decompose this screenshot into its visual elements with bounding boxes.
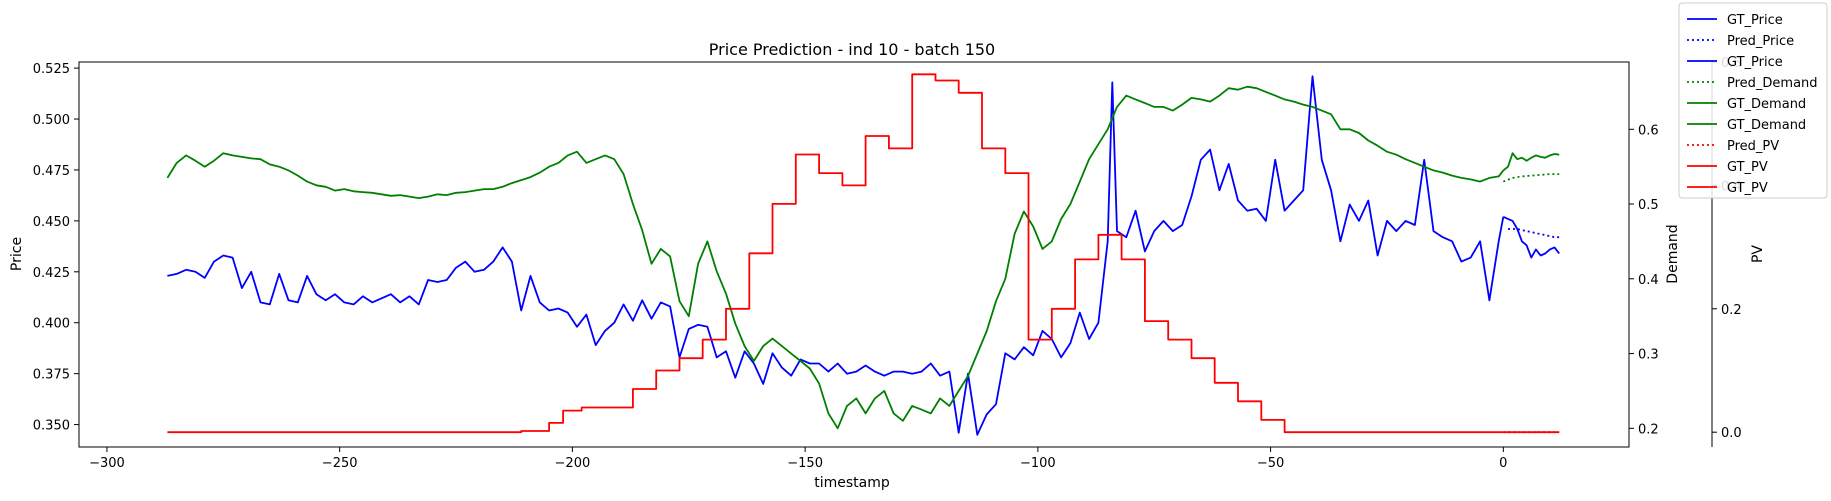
gt-price-line <box>167 75 1505 436</box>
price-tick-label: 0.400 <box>33 317 70 332</box>
x-tick-label: −150 <box>787 456 823 471</box>
gt-demand-line <box>1502 152 1560 172</box>
gt-price-line <box>1502 215 1560 259</box>
demand-tick-label: 0.5 <box>1638 198 1659 213</box>
y-axis-label-price: Price <box>9 237 25 271</box>
legend: GT_Price Pred_Price GT_Price Pred_Demand GT_… <box>1678 2 1828 199</box>
pv-tick-label: 0.0 <box>1721 426 1742 441</box>
axis-layer: −300 −250 −200 −150 −100 −50 0 0.350 0.375 0.400 0… <box>33 56 1742 471</box>
pred-price-line <box>1508 228 1560 239</box>
x-tick-label: −50 <box>1257 456 1284 471</box>
legend-label: GT_Demand <box>1727 97 1806 112</box>
x-tick-label: −300 <box>89 456 125 471</box>
price-tick-label: 0.450 <box>33 215 70 230</box>
legend-box <box>1678 2 1828 199</box>
x-tick-label: −100 <box>1020 456 1056 471</box>
x-tick-label: 0 <box>1499 456 1507 471</box>
legend-label: GT_PV <box>1727 181 1768 196</box>
legend-label: GT_Demand <box>1727 118 1806 133</box>
price-tick-label: 0.500 <box>33 113 70 128</box>
chart-title: Price Prediction - ind 10 - batch 150 <box>709 40 995 59</box>
legend-label: GT_PV <box>1727 160 1768 175</box>
legend-label: GT_Price <box>1727 55 1783 70</box>
series-layer <box>166 73 1560 436</box>
demand-tick-label: 0.3 <box>1638 348 1659 363</box>
demand-tick-label: 0.4 <box>1638 273 1659 288</box>
price-tick-label: 0.425 <box>33 266 70 281</box>
x-tick-label: −250 <box>322 456 358 471</box>
plot-frame <box>78 61 1630 448</box>
price-tick-label: 0.525 <box>33 62 70 77</box>
legend-label: Pred_Demand <box>1727 76 1818 91</box>
demand-tick-label: 0.2 <box>1638 422 1659 437</box>
price-tick-label: 0.375 <box>33 368 70 383</box>
legend-label: Pred_PV <box>1727 139 1779 154</box>
y-axis-label-pv: PV <box>1750 245 1766 263</box>
price-tick-label: 0.350 <box>33 419 70 434</box>
demand-tick-label: 0.6 <box>1638 123 1659 138</box>
y-axis-label-demand: Demand <box>1665 224 1681 283</box>
pv-tick-label: 0.2 <box>1721 303 1742 318</box>
legend-label: Pred_Price <box>1727 34 1794 49</box>
price-tick-label: 0.475 <box>33 164 70 179</box>
gt-pv-line <box>167 73 1504 434</box>
x-axis-label: timestamp <box>814 475 890 491</box>
x-tick-label: −200 <box>555 456 591 471</box>
legend-label: GT_Price <box>1727 13 1783 28</box>
gt-demand-line <box>166 85 1505 430</box>
pred-demand-line <box>1502 173 1560 183</box>
